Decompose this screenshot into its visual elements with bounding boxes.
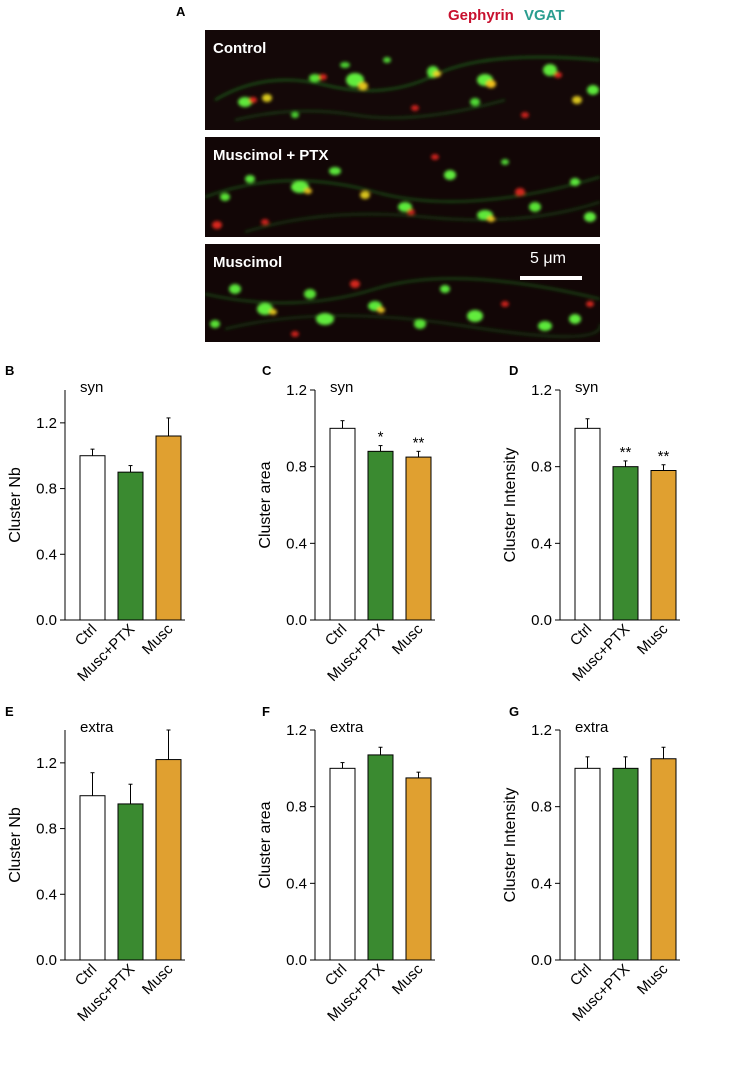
- bar-ctrl: [329, 427, 356, 621]
- significance-mark: **: [413, 434, 425, 451]
- y-axis-label: Cluster Intensity: [502, 788, 519, 903]
- y-tick-label: 0.8: [286, 459, 307, 476]
- y-tick-label: 0.4: [531, 535, 552, 552]
- bar-musc: [155, 759, 182, 961]
- y-axis-label: Cluster area: [257, 801, 274, 888]
- x-tick-label: Ctrl: [567, 621, 596, 650]
- panel-letter-g: G: [509, 704, 520, 719]
- label-control: Control: [213, 40, 267, 57]
- y-tick-label: 0.8: [36, 481, 57, 498]
- bar-musc-ptx: [367, 754, 394, 961]
- y-tick-label: 0.4: [286, 875, 307, 892]
- label-muscimol: Muscimol: [213, 254, 283, 271]
- bar-musc: [155, 435, 182, 621]
- chart-title: syn: [330, 379, 353, 396]
- y-tick-label: 0.0: [531, 952, 552, 969]
- y-tick-label: 0.8: [531, 459, 552, 476]
- panel-letter-c: C: [262, 363, 272, 378]
- x-tick-label: Ctrl: [567, 961, 596, 990]
- panel-letter-f: F: [262, 704, 270, 719]
- micrograph-muscimol-ptx: Muscimol + PTX: [205, 137, 600, 237]
- panel-letter-e: E: [5, 704, 14, 719]
- y-tick-label: 0.4: [286, 535, 307, 552]
- y-axis-label: Cluster area: [257, 461, 274, 548]
- y-tick-label: 0.0: [286, 952, 307, 969]
- x-tick-label: Ctrl: [72, 621, 101, 650]
- legend-gephyrin: Gephyrin: [448, 7, 514, 24]
- scale-bar-label: 5 μm: [530, 250, 566, 267]
- y-tick-label: 1.2: [531, 382, 552, 399]
- x-tick-label: Musc: [389, 620, 427, 658]
- channel-legend: Gephyrin VGAT: [448, 7, 565, 24]
- y-tick-label: 0.4: [531, 875, 552, 892]
- x-tick-label: Musc: [389, 960, 427, 998]
- chart-title: syn: [80, 379, 103, 396]
- bar-ctrl: [574, 427, 601, 621]
- chart-d-syn-cluster-intensity: 0.0 0.4 0.8 1.2 Cluster Intensity syn Ctrl ** Mu…: [502, 379, 680, 685]
- bar-musc: [650, 470, 677, 621]
- bar-ctrl: [79, 455, 106, 621]
- x-tick-label: Musc: [139, 960, 177, 998]
- bar-ctrl: [329, 767, 356, 961]
- micrograph-control: Control: [205, 30, 600, 130]
- label-muscimol-ptx: Muscimol + PTX: [213, 147, 329, 164]
- panel-letter-a: A: [176, 4, 186, 19]
- y-axis-label: Cluster Nb: [7, 807, 24, 883]
- x-tick-label: Musc: [139, 620, 177, 658]
- y-axis-label: Cluster Nb: [7, 467, 24, 543]
- bar-ctrl: [574, 767, 601, 961]
- significance-mark: **: [658, 448, 670, 465]
- scale-bar: [520, 276, 582, 280]
- x-tick-label: Ctrl: [322, 961, 351, 990]
- y-tick-label: 1.2: [286, 722, 307, 739]
- y-tick-label: 0.4: [36, 546, 57, 563]
- chart-title: extra: [575, 719, 609, 736]
- bar-musc-ptx: [117, 803, 144, 961]
- micrograph-panel: Control Muscimol + PTX: [205, 30, 600, 342]
- y-tick-label: 0.0: [36, 612, 57, 629]
- y-tick-label: 0.4: [36, 886, 57, 903]
- y-tick-label: 0.0: [531, 612, 552, 629]
- x-tick-label: Musc: [634, 960, 672, 998]
- bar-musc: [405, 456, 432, 621]
- y-tick-label: 0.8: [286, 799, 307, 816]
- legend-vgat: VGAT: [524, 7, 565, 24]
- x-tick-label: Ctrl: [72, 961, 101, 990]
- bar-musc-ptx: [612, 767, 639, 961]
- panel-letter-b: B: [5, 363, 15, 378]
- chart-title: extra: [80, 719, 114, 736]
- x-tick-label: Musc: [634, 620, 672, 658]
- x-tick-label: Ctrl: [322, 621, 351, 650]
- micrograph-muscimol: Muscimol: [205, 244, 600, 342]
- micrograph-image-muscimol-ptx: [205, 137, 600, 237]
- bar-musc: [650, 758, 677, 961]
- micrograph-image-muscimol: [205, 244, 600, 342]
- micrograph-image-control: [205, 30, 600, 130]
- bar-musc-ptx: [367, 450, 394, 621]
- chart-g-extra-cluster-intensity: 0.0 0.4 0.8 1.2 Cluster Intensity extra Ctrl Mu…: [502, 719, 680, 1025]
- chart-title: syn: [575, 379, 598, 396]
- chart-title: extra: [330, 719, 364, 736]
- significance-mark: **: [620, 444, 632, 461]
- significance-mark: *: [378, 429, 384, 446]
- y-tick-label: 1.2: [36, 415, 57, 432]
- y-tick-label: 1.2: [286, 382, 307, 399]
- bar-ctrl: [79, 795, 106, 961]
- y-tick-label: 0.8: [36, 821, 57, 838]
- y-tick-label: 1.2: [36, 755, 57, 772]
- y-tick-label: 1.2: [531, 722, 552, 739]
- y-axis-label: Cluster Intensity: [502, 448, 519, 563]
- bar-musc: [405, 777, 432, 961]
- y-tick-label: 0.0: [286, 612, 307, 629]
- panel-letter-d: D: [509, 363, 519, 378]
- bar-musc-ptx: [612, 466, 639, 621]
- y-tick-label: 0.8: [531, 799, 552, 816]
- bar-musc-ptx: [117, 471, 144, 621]
- y-tick-label: 0.0: [36, 952, 57, 969]
